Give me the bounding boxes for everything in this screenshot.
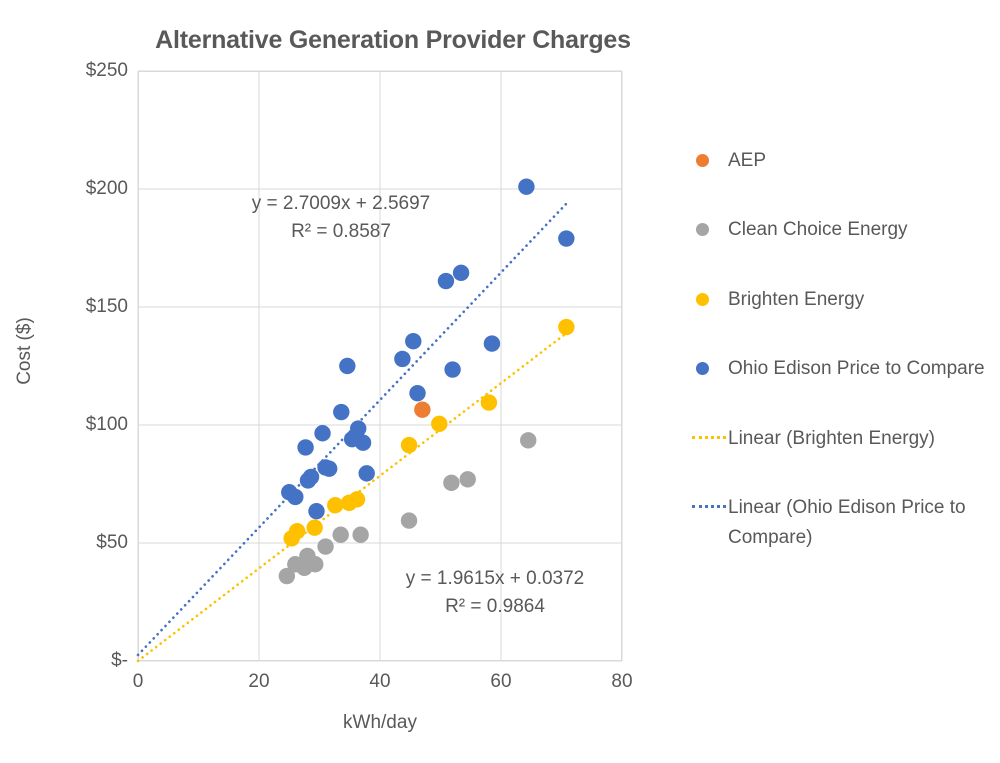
legend-item-label: Ohio Edison Price to Compare	[728, 358, 985, 380]
legend-dot-icon	[692, 146, 728, 172]
legend-item[interactable]: Linear (Brighten Energy)	[692, 424, 992, 453]
legend-dot-icon	[696, 223, 709, 237]
annotation-yellow-r2: R² = 0.9864	[445, 595, 545, 617]
legend-dot-icon	[692, 215, 728, 241]
legend-dot-icon	[692, 354, 728, 380]
x-tick-label: 60	[490, 671, 512, 692]
x-tick-label: 20	[248, 671, 270, 692]
x-tick-label: 0	[132, 671, 144, 692]
legend-dotted-line-icon	[692, 435, 726, 439]
annotation-blue-trendline: y = 2.7009x + 2.5697 R² = 0.8587	[196, 190, 486, 245]
chart-title: Alternative Generation Provider Charges	[155, 26, 631, 54]
x-tick-label: 80	[611, 671, 633, 692]
gridlines	[137, 70, 623, 662]
legend-dotted-line-icon	[692, 424, 728, 450]
data-points	[278, 178, 575, 585]
legend-item-label: Linear (Brighten Energy)	[728, 427, 935, 449]
y-tick-label: $50	[96, 532, 128, 553]
y-axis-title: Cost ($)	[14, 317, 35, 385]
legend-item-label: Brighten Energy	[728, 288, 865, 310]
y-tick-label: $150	[85, 296, 128, 317]
y-tick-label: $-	[111, 650, 128, 671]
legend-dotted-line-icon	[692, 493, 728, 519]
x-axis-title: kWh/day	[343, 712, 417, 733]
annotation-yellow-trendline: y = 1.9615x + 0.0372 R² = 0.9864	[350, 565, 640, 620]
legend-item-label: AEP	[728, 150, 767, 171]
legend-item-label: Linear (Ohio Edison Price to Compare)	[728, 497, 966, 548]
x-tick-label: 40	[369, 671, 391, 692]
y-tick-label: $200	[85, 178, 128, 199]
chart-legend: AEP Clean Choice Energy Brighten Energy Ohi…	[692, 146, 992, 592]
legend-item[interactable]: Clean Choice Energy	[692, 215, 992, 244]
legend-dot-icon	[696, 362, 709, 376]
legend-item[interactable]: Ohio Edison Price to Compare	[692, 354, 992, 383]
legend-item[interactable]: Linear (Ohio Edison Price to Compare)	[692, 493, 992, 552]
legend-dot-icon	[696, 292, 709, 306]
legend-dotted-line-icon	[692, 505, 726, 509]
annotation-blue-r2: R² = 0.8587	[291, 220, 391, 242]
y-tick-label: $250	[85, 60, 128, 81]
legend-item-label: Clean Choice Energy	[728, 219, 908, 241]
y-tick-label: $100	[85, 414, 128, 435]
legend-item[interactable]: AEP	[692, 146, 992, 175]
legend-dot-icon	[696, 154, 709, 167]
plot-area	[136, 70, 623, 663]
legend-item[interactable]: Brighten Energy	[692, 285, 992, 314]
annotation-yellow-equation: y = 1.9615x + 0.0372	[405, 568, 585, 589]
legend-dot-icon	[692, 285, 728, 311]
y-axis-tick-labels: $- $50 $100 $150 $200 $250	[20, 0, 128, 763]
annotation-blue-equation: y = 2.7009x + 2.5697	[251, 193, 431, 214]
